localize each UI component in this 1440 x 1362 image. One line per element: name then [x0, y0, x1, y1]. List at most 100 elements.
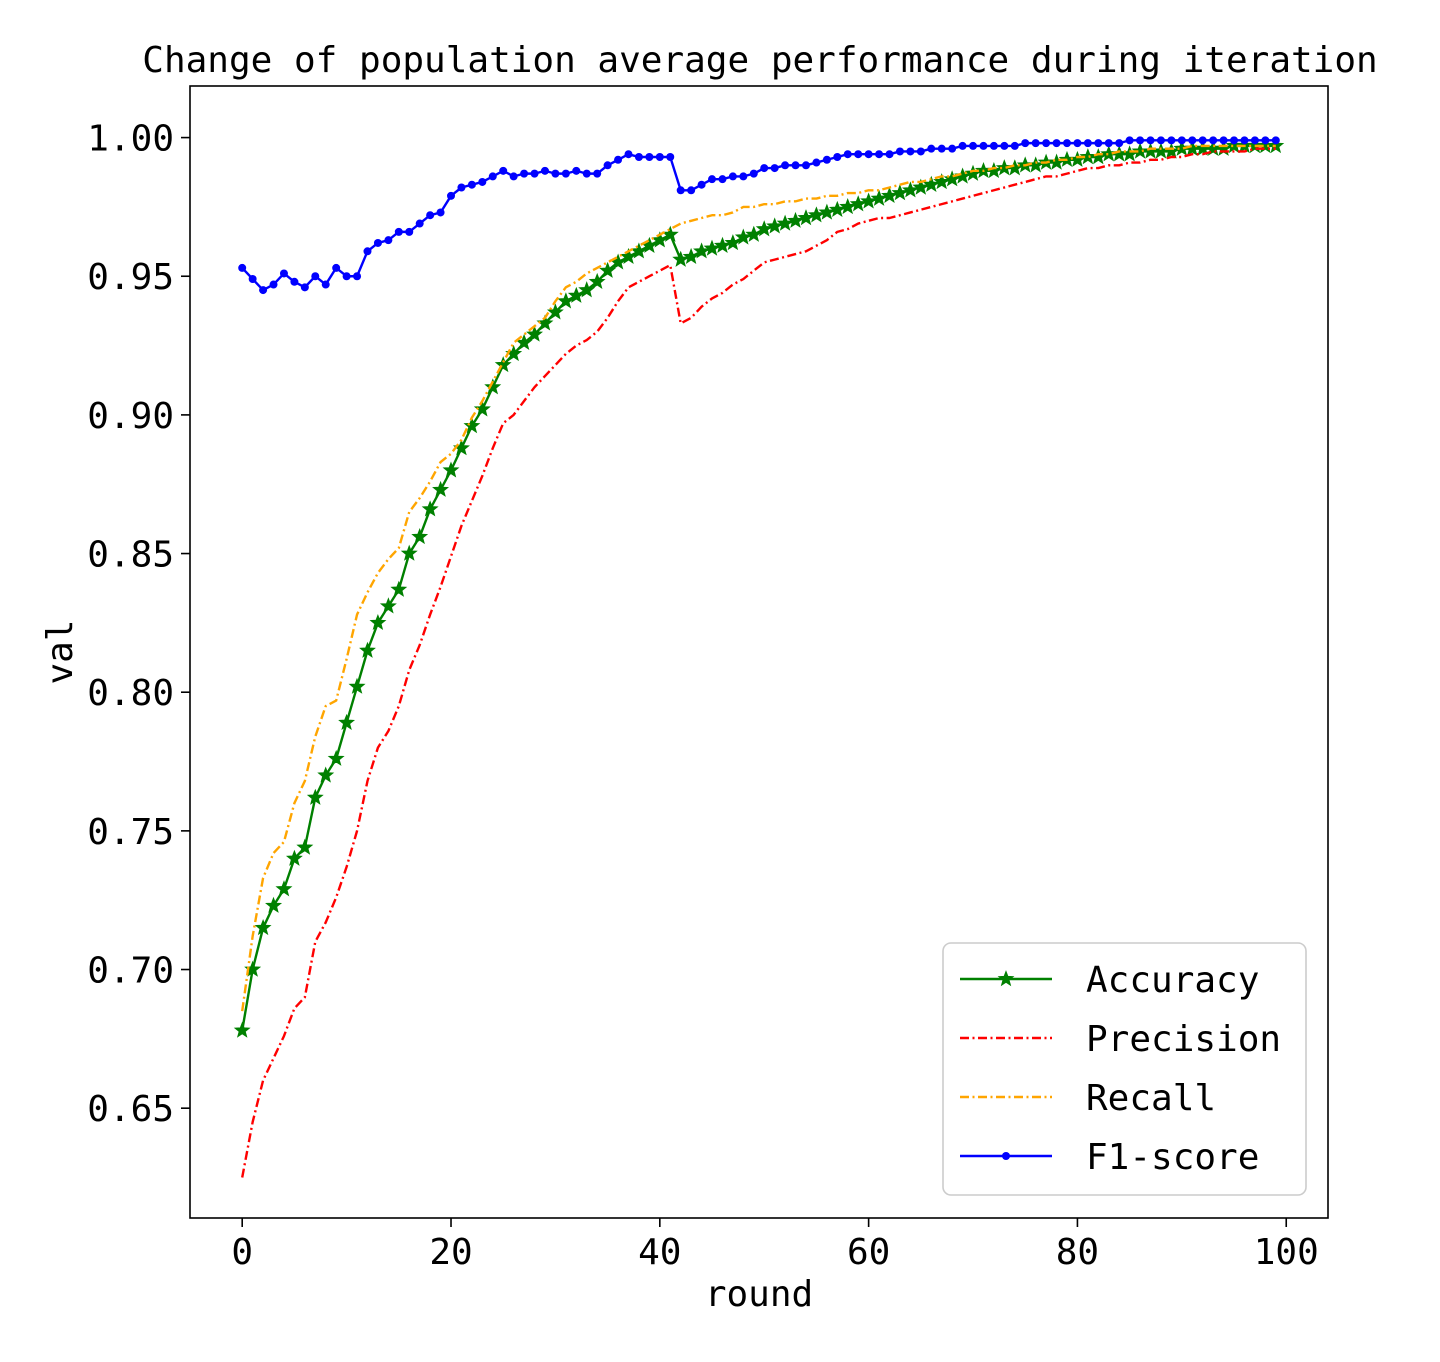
data-point — [546, 303, 564, 320]
data-point — [447, 191, 456, 200]
series-line-recall — [241, 144, 1276, 1012]
data-point — [1136, 136, 1145, 145]
data-point — [593, 169, 602, 178]
data-point — [828, 200, 846, 217]
data-point — [749, 169, 758, 178]
data-point — [467, 180, 476, 189]
legend-label: F1-score — [1086, 1137, 1259, 1178]
y-axis-label: val — [40, 619, 81, 684]
data-point — [1198, 136, 1207, 145]
series-accuracy — [233, 136, 1285, 1038]
data-point — [415, 219, 424, 228]
data-point — [797, 209, 815, 226]
data-point — [661, 225, 679, 242]
data-point — [1089, 148, 1107, 165]
data-point — [655, 152, 664, 161]
data-point — [948, 144, 957, 153]
y-tick-label: 0.90 — [87, 396, 174, 437]
data-point — [864, 150, 873, 159]
series-precision — [241, 147, 1276, 1178]
data-point — [359, 641, 376, 658]
data-point — [321, 280, 330, 289]
legend-item-accuracy: Accuracy — [960, 960, 1259, 1001]
y-axis: 0.65 0.70 0.75 0.80 0.85 0.90 0.95 1.00 — [87, 119, 190, 1130]
data-point — [916, 147, 925, 156]
data-point — [881, 186, 898, 204]
data-point — [969, 141, 978, 150]
data-point — [891, 184, 909, 201]
data-point — [1230, 136, 1239, 145]
data-point — [849, 195, 867, 212]
data-point — [1000, 141, 1009, 150]
data-point — [290, 277, 299, 286]
data-point — [682, 247, 700, 265]
data-point — [755, 220, 773, 237]
data-point — [1240, 136, 1249, 145]
data-point — [478, 177, 487, 186]
series-line-precision — [241, 147, 1276, 1178]
data-point — [1062, 139, 1071, 148]
data-point — [275, 880, 293, 897]
data-point — [317, 766, 335, 783]
data-point — [979, 141, 988, 150]
data-point — [739, 172, 748, 181]
data-point — [540, 166, 549, 175]
data-point — [1209, 136, 1218, 145]
data-point — [373, 238, 382, 247]
data-point — [875, 150, 884, 159]
y-tick-label: 0.65 — [87, 1089, 174, 1130]
data-point — [332, 263, 341, 272]
data-point — [400, 544, 418, 561]
legend-frame — [942, 942, 1307, 1196]
data-point — [488, 172, 497, 181]
x-tick-label: 80 — [1056, 1232, 1099, 1273]
data-point — [906, 147, 915, 156]
data-point — [1125, 136, 1134, 145]
data-point — [989, 141, 998, 150]
data-point — [933, 173, 951, 190]
data-point — [822, 155, 831, 164]
data-point — [801, 161, 810, 170]
data-point — [1271, 136, 1280, 145]
data-point — [369, 614, 387, 631]
data-point — [927, 144, 936, 153]
data-point — [442, 461, 460, 478]
data-point — [728, 172, 737, 181]
data-point — [770, 164, 779, 173]
data-point — [463, 417, 481, 434]
data-point — [1177, 136, 1186, 145]
x-tick-label: 60 — [847, 1232, 890, 1273]
data-point — [860, 192, 878, 209]
chart-title: Change of population average performance… — [142, 40, 1377, 81]
data-point — [279, 269, 288, 278]
data-point — [265, 896, 283, 913]
data-point — [708, 175, 717, 184]
data-point — [348, 677, 366, 694]
data-point — [776, 214, 794, 231]
data-point — [943, 170, 961, 187]
series-recall — [241, 144, 1276, 1012]
y-tick-label: 0.85 — [87, 535, 174, 576]
data-point — [390, 580, 408, 597]
data-point — [248, 275, 257, 284]
data-point — [394, 227, 403, 236]
series-f1-score — [238, 136, 1280, 295]
data-point — [306, 788, 324, 805]
data-point — [1083, 139, 1092, 148]
data-point — [1250, 136, 1259, 145]
data-point — [718, 175, 727, 184]
data-point — [781, 161, 790, 170]
data-point — [791, 161, 800, 170]
data-point — [296, 838, 314, 855]
data-point — [342, 272, 351, 281]
data-point — [432, 480, 450, 497]
data-point — [473, 400, 491, 417]
data-point — [426, 211, 435, 220]
data-point — [238, 263, 247, 272]
data-point — [651, 231, 669, 248]
data-point — [1261, 136, 1270, 145]
data-point — [405, 227, 414, 236]
data-point — [1052, 139, 1061, 148]
data-point — [421, 500, 439, 517]
